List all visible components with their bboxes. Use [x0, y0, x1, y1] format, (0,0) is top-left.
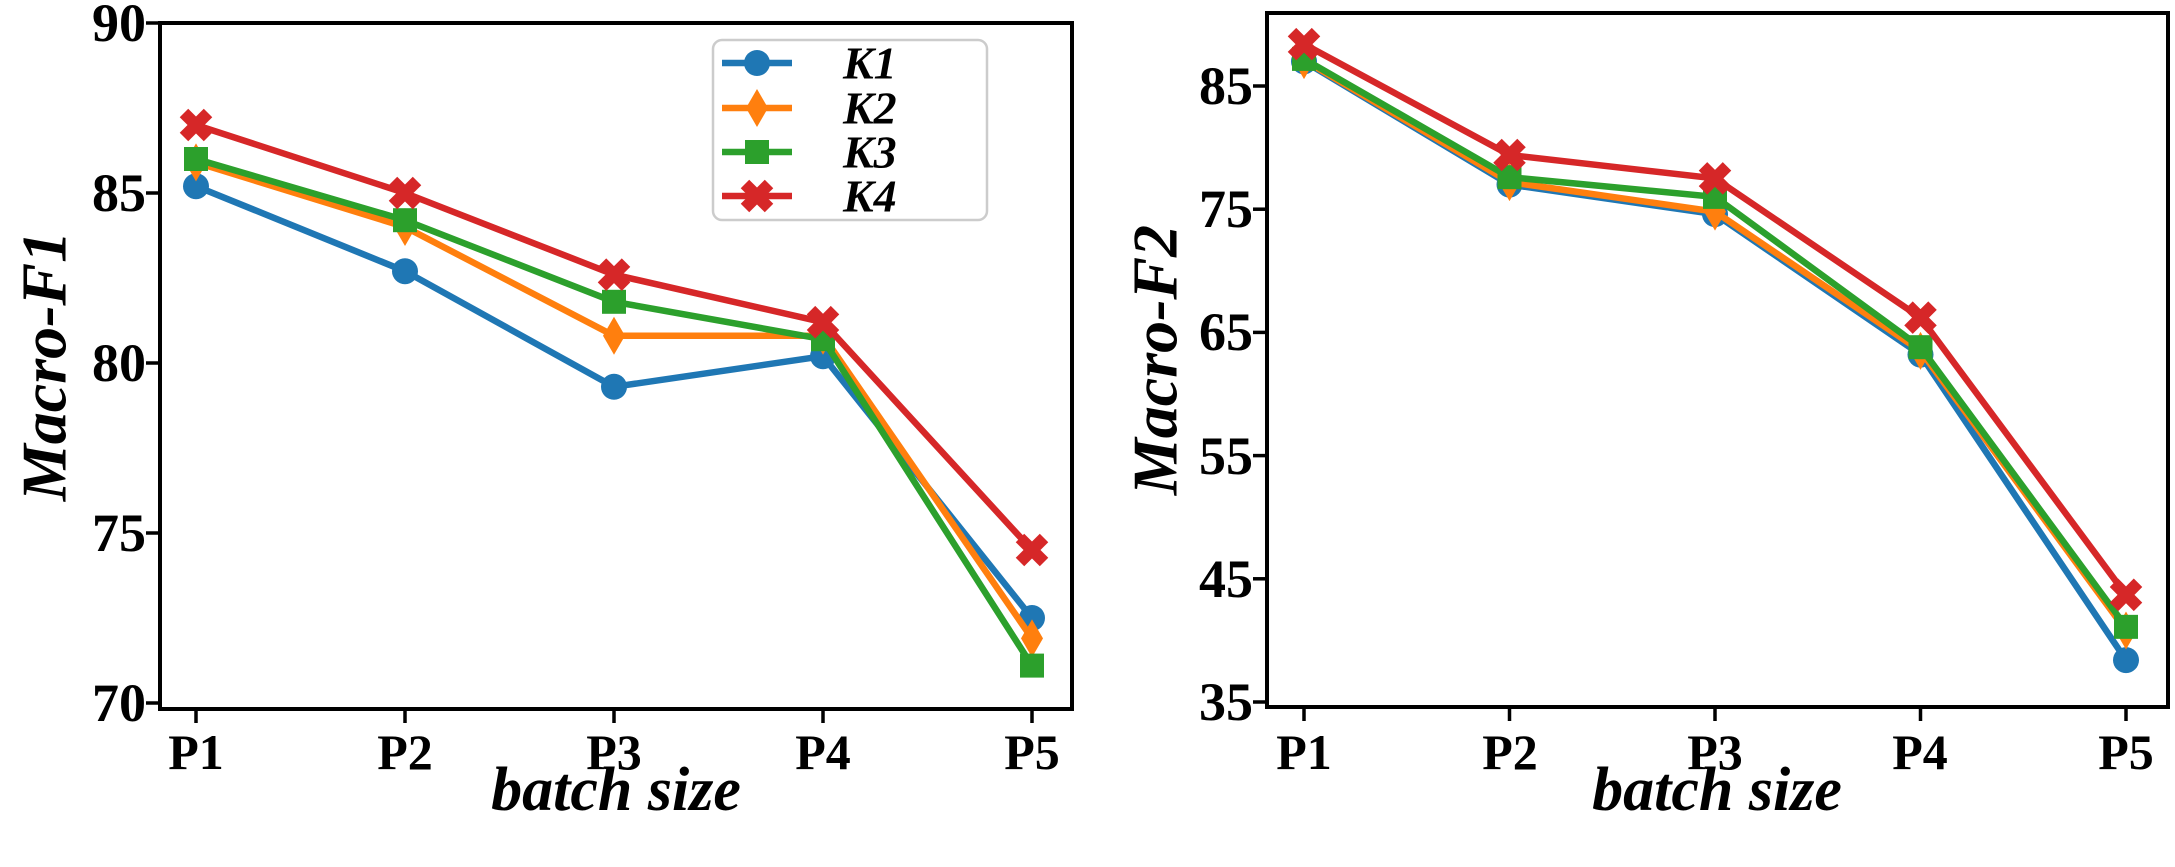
- right-y-tick-label: 45: [1199, 549, 1253, 609]
- series-marker-K4: [388, 176, 422, 210]
- right-plot-frame: [1265, 11, 2170, 709]
- series-marker-K4: [1904, 301, 1937, 334]
- legend-marker-K1: [744, 50, 770, 76]
- series-line-K1: [1300, 58, 2130, 664]
- right-plot-series: [1253, 27, 2143, 721]
- left-y-tick-label: 80: [92, 333, 146, 393]
- series-marker-K2: [1021, 619, 1043, 658]
- left-y-axis-label: Macro-F1: [9, 231, 80, 502]
- right-x-tick-label: P5: [2098, 724, 2154, 780]
- series-marker-K2: [603, 316, 625, 355]
- left-x-tick-label: P2: [377, 724, 433, 780]
- right-y-tick-label: 85: [1199, 56, 1253, 116]
- series-marker-K1: [392, 258, 418, 285]
- series-marker-K3: [2114, 614, 2138, 639]
- left-x-tick-label: P4: [795, 724, 851, 780]
- series-marker-K3: [1020, 653, 1044, 678]
- series-marker-K1: [601, 373, 627, 400]
- right-y-tick-label: 65: [1199, 302, 1253, 362]
- legend-label-k2: K2: [842, 83, 897, 134]
- series-marker-K3: [602, 289, 626, 314]
- left-y-tick-label: 75: [92, 503, 146, 563]
- series-line-K3: [1300, 55, 2130, 631]
- legend-label-k4: K4: [842, 171, 897, 222]
- left-y-tick-label: 70: [92, 673, 146, 733]
- legend-marker-K3: [745, 140, 769, 164]
- right-y-tick-label: 55: [1199, 426, 1253, 486]
- left-x-tick-label: P5: [1004, 724, 1060, 780]
- legend-marks: [722, 50, 792, 213]
- legend-label-k1: K1: [842, 38, 897, 89]
- right-x-tick-label: P2: [1482, 724, 1538, 780]
- left-y-tick-label: 90: [92, 0, 146, 53]
- legend-label-k3: K3: [842, 127, 897, 178]
- series-marker-K4: [179, 108, 213, 142]
- series-marker-K3: [184, 147, 208, 171]
- left-x-tick-label: P1: [168, 724, 224, 780]
- series-marker-K1: [183, 173, 209, 200]
- right-y-tick-label: 35: [1199, 672, 1253, 732]
- series-marker-K3: [393, 208, 417, 233]
- legend-box: [711, 38, 989, 222]
- left-y-tick-label: 85: [92, 163, 146, 223]
- left-x-axis-label: batch size: [491, 756, 741, 824]
- right-y-tick-label: 75: [1199, 179, 1253, 239]
- right-x-tick-label: P3: [1687, 724, 1743, 780]
- series-marker-K4: [1015, 533, 1049, 567]
- series-marker-K4: [1287, 27, 1321, 61]
- series-marker-K4: [1493, 138, 1526, 172]
- left-x-tick-label: P3: [586, 724, 642, 780]
- series-line-K2: [1300, 56, 2130, 634]
- series-marker-K4: [1698, 162, 1732, 195]
- right-chart-panel: 85 75 65 55 45 35 P1 P2 P3 P4 P5 Macro-F…: [1120, 11, 2170, 824]
- series-marker-K4: [597, 258, 631, 291]
- series-marker-K1: [2113, 647, 2139, 674]
- right-x-tick-label: P4: [1892, 724, 1948, 780]
- right-x-tick-label: P1: [1276, 724, 1332, 780]
- legend-marker-K2: [746, 89, 768, 127]
- series-marker-K4: [2109, 578, 2143, 612]
- right-y-axis-label: Macro-F2: [1120, 225, 1191, 496]
- left-plot-frame: [158, 21, 1074, 711]
- left-chart-panel: 90 85 80 75 70 P1 P2 P3 P4 P5 Macro-F1 b…: [9, 0, 1074, 824]
- series-marker-K4: [806, 305, 840, 339]
- legend: K1 K2 K3 K4: [711, 38, 989, 222]
- series-marker-K3: [1908, 335, 1933, 360]
- left-plot-series: [146, 21, 1049, 723]
- right-x-axis-label: batch size: [1592, 756, 1842, 824]
- legend-marker-K4: [740, 179, 774, 213]
- series-line-K1: [192, 182, 1036, 622]
